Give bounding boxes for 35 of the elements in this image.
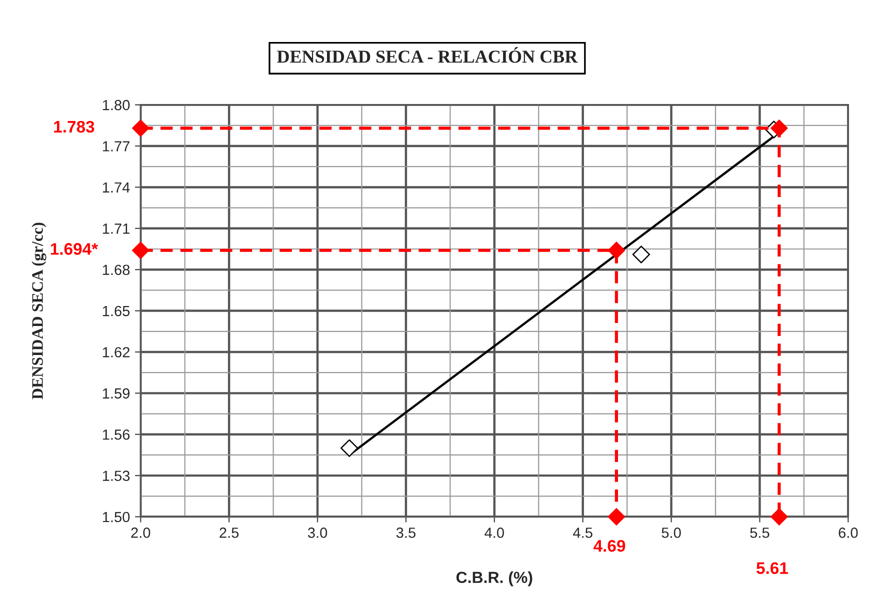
x-tick-label: 5.5 <box>750 528 770 538</box>
y-tick-label: 1.74 <box>102 182 130 192</box>
annotation: 1.694* <box>50 243 98 255</box>
y-tick-label: 1.68 <box>102 264 130 276</box>
x-tick-label: 4.5 <box>573 528 592 538</box>
annotation: 5.61 <box>756 562 788 574</box>
x-tick-label: 2.5 <box>220 528 239 538</box>
y-tick-label: 1.77 <box>102 141 130 152</box>
annotation: 1.783 <box>54 120 94 133</box>
annotation: 4.69 <box>594 540 626 552</box>
y-axis-title: DENSIDAD SECA (gr/cc) <box>32 222 46 400</box>
point <box>132 120 150 137</box>
x-tick-label: 6.0 <box>838 528 858 538</box>
x-tick-label: 3.5 <box>396 528 416 538</box>
x-tick-label: 3.0 <box>308 528 328 538</box>
y-tick-label: 1.71 <box>102 224 130 234</box>
point <box>132 242 150 259</box>
y-tick-label: 1.65 <box>102 306 130 316</box>
point <box>770 120 788 137</box>
chart-title: DENSIDAD SECA - RELACIÓN CBR <box>277 47 578 63</box>
point <box>770 508 788 526</box>
point <box>632 246 650 264</box>
y-tick-label: 1.53 <box>102 470 130 481</box>
x-axis-title: C.B.R. (%) <box>456 571 532 586</box>
point <box>608 508 625 526</box>
y-tick-label: 1.62 <box>102 347 130 358</box>
y-tick-label: 1.80 <box>102 100 130 110</box>
point <box>340 439 358 457</box>
y-tick-label: 1.50 <box>102 512 130 522</box>
x-tick-label: 5.0 <box>662 528 681 538</box>
y-tick-label: 1.56 <box>102 429 130 440</box>
x-tick-label: 4.0 <box>484 528 504 538</box>
y-tick-label: 1.59 <box>102 388 130 399</box>
point <box>608 242 625 259</box>
x-tick-label: 2.0 <box>131 528 150 538</box>
